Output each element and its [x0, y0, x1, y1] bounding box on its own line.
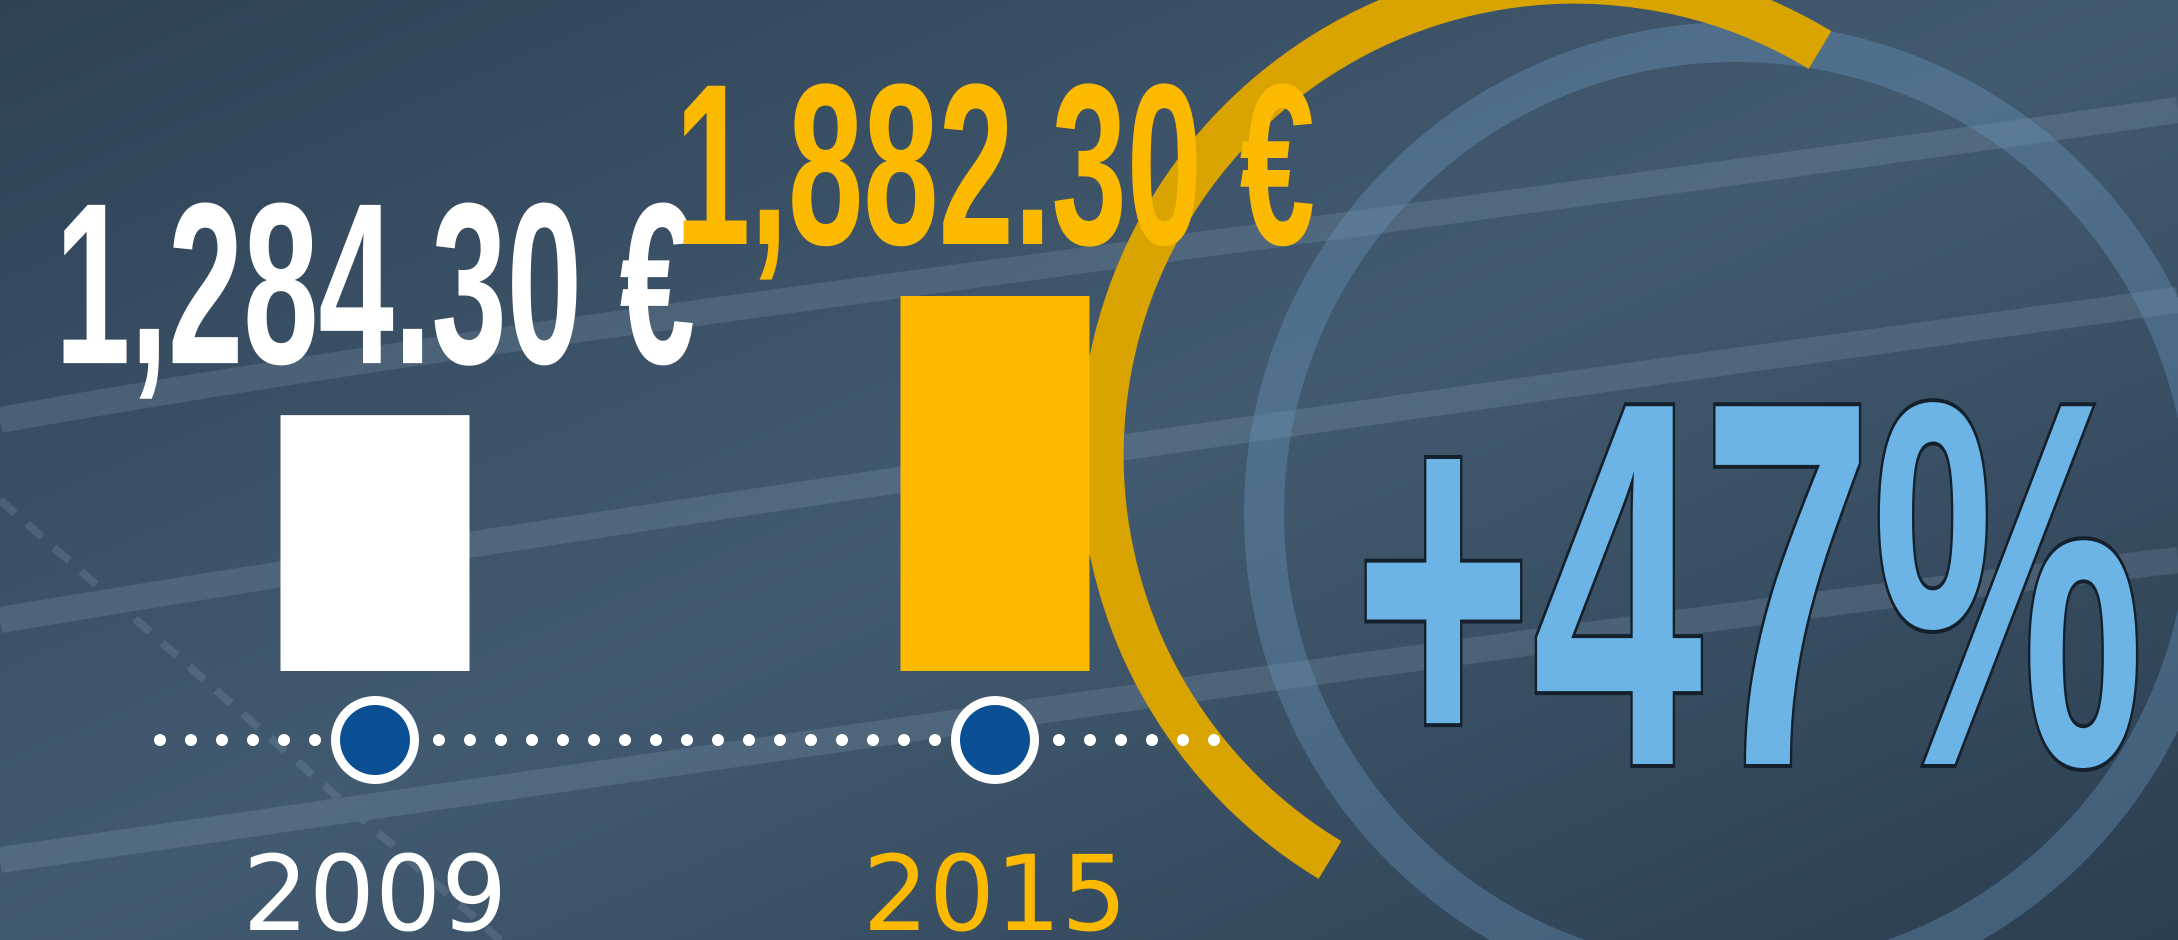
- x-tick-label: 2009: [243, 833, 508, 940]
- value-label: 1,284.30 €: [55, 155, 695, 412]
- bar: [901, 296, 1090, 671]
- growth-annotation: +47%: [1354, 294, 2144, 875]
- value-label: 1,882.30 €: [675, 36, 1315, 293]
- chart: +47% 1,284.30 € 2009 1,882.30 € 2015: [0, 0, 2178, 940]
- timeline-marker-dot: [960, 705, 1030, 775]
- bar: [281, 415, 470, 671]
- timeline-marker-dot: [340, 705, 410, 775]
- page: {"chart_data": {"type": "bar", "categori…: [0, 0, 2178, 940]
- x-tick-label: 2015: [863, 833, 1128, 940]
